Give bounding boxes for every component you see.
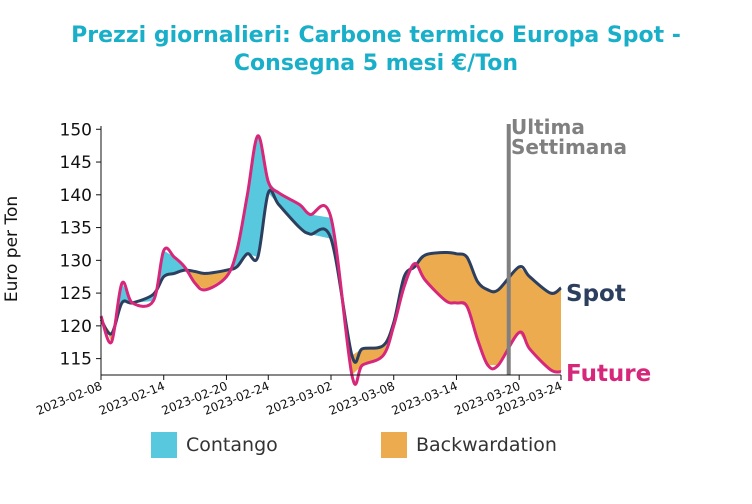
series-line-future — [99, 134, 562, 386]
x-tick-label: 2023-02-14 — [97, 379, 167, 418]
legend-label-contango: Contango — [186, 434, 278, 456]
x-tick-label: 2023-03-02 — [264, 379, 334, 418]
y-tick-label: 115 — [60, 350, 92, 370]
y-tick-label: 130 — [60, 251, 92, 271]
x-tick-label: 2023-02-08 — [34, 379, 104, 418]
x-tick-label: 2023-03-14 — [390, 379, 460, 418]
contango-area-5 — [229, 135, 342, 299]
y-tick-label: 125 — [60, 284, 92, 304]
y-tick-label: 145 — [60, 153, 92, 173]
y-axis-label: Euro per Ton — [2, 196, 22, 302]
legend-swatch-backwardation — [381, 432, 407, 458]
legend-label-backwardation: Backwardation — [416, 434, 557, 456]
chart-title-line1: Prezzi giornalieri: Carbone termico Euro… — [71, 23, 681, 48]
legend-swatch-contango — [151, 432, 177, 458]
axes: 1151201251301351401451502023-02-082023-0… — [34, 120, 564, 418]
last-week-label-line2: Settimana — [511, 135, 627, 159]
contango-area-3 — [155, 250, 187, 291]
chart-title: Prezzi giornalieri: Carbone termico Euro… — [0, 22, 752, 78]
series-lines — [99, 134, 562, 386]
chart-title-line2: Consegna 5 mesi €/Ton — [233, 51, 519, 76]
series-label-future: Future — [566, 361, 651, 387]
y-tick-label: 140 — [60, 186, 92, 206]
y-tick-label: 135 — [60, 219, 92, 239]
series-line-spot — [99, 188, 562, 364]
fill-areas — [101, 135, 561, 375]
y-tick-label: 150 — [60, 120, 92, 140]
contango-area-2 — [114, 283, 156, 325]
legend: Contango Backwardation — [0, 432, 752, 462]
legend-item-contango: Contango — [151, 432, 278, 458]
x-tick-label: 2023-03-08 — [327, 379, 397, 418]
series-label-spot: Spot — [566, 281, 626, 307]
legend-item-backwardation: Backwardation — [381, 432, 557, 458]
last-week-label-line1: Ultima — [511, 115, 585, 139]
y-tick-label: 120 — [60, 317, 92, 337]
backwardation-area-8 — [415, 252, 561, 372]
